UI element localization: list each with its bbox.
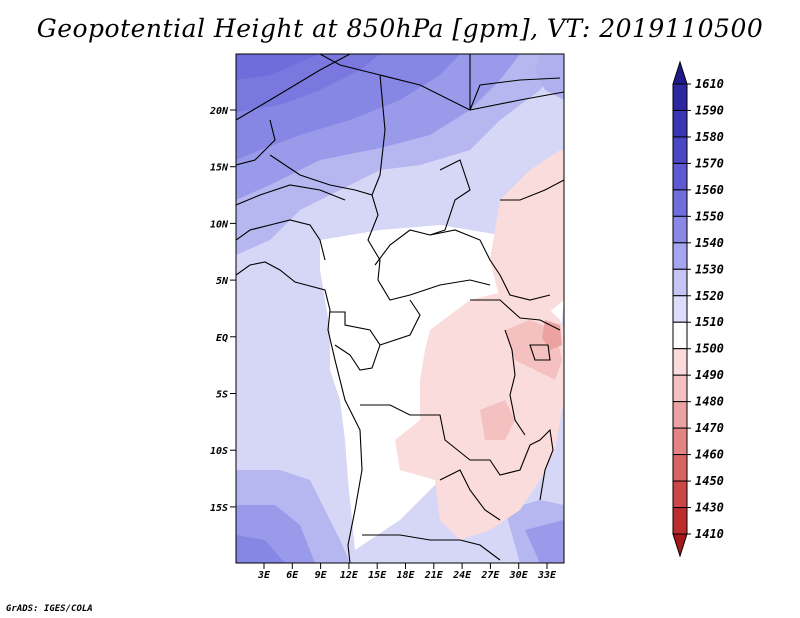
colorbar-label: 1430: [695, 501, 724, 515]
lon-tick-label: 12E: [340, 570, 359, 581]
colorbar-label: 1590: [695, 103, 724, 117]
colorbar-label: 1580: [695, 130, 724, 144]
longitude-axis: 3E 6E 9E 12E 15E 18E 21E 24E 27E 30E 33E: [257, 563, 557, 581]
colorbar-segment: [672, 83, 688, 111]
colorbar-label: 1540: [695, 236, 724, 250]
colorbar-label: 1480: [695, 395, 724, 409]
colorbar-segment: [672, 427, 688, 456]
colorbar-bottom-arrow: [672, 533, 688, 558]
lat-tick-label: 20N: [209, 106, 229, 117]
colorbar-segment: [672, 321, 688, 350]
colorbar-label: 1560: [695, 183, 724, 197]
colorbar-segment: [672, 136, 688, 164]
colorbar-label: 1510: [695, 315, 724, 329]
colorbar-label: 1500: [695, 342, 724, 356]
height-field: [236, 54, 564, 563]
lat-tick-label: 10N: [210, 219, 229, 230]
colorbar-segment: [672, 215, 688, 244]
lat-tick-label: EQ: [216, 333, 228, 344]
colorbar-segment: [672, 374, 688, 403]
colorbar-label: 1530: [695, 262, 724, 276]
lat-tick-label: 5S: [216, 390, 228, 401]
colorbar-segment: [672, 401, 688, 429]
lon-tick-label: 27E: [480, 570, 500, 581]
lat-tick-label: 15N: [210, 163, 229, 174]
colorbar-label: 1520: [695, 289, 724, 303]
colorbar-segment: [672, 454, 688, 482]
lon-tick-label: 3E: [257, 570, 271, 581]
lon-tick-label: 18E: [396, 570, 415, 581]
map-frame: [235, 53, 565, 564]
lon-tick-label: 33E: [537, 570, 557, 581]
colorbar-label: 1490: [695, 368, 724, 382]
lon-tick-label: 15E: [368, 570, 387, 581]
colorbar-segment: [672, 507, 688, 535]
colorbar-label: 1570: [695, 156, 724, 170]
lon-tick-label: 6E: [286, 570, 299, 581]
colorbar-label: 1470: [695, 421, 724, 435]
colorbar-label: 1410: [695, 527, 724, 541]
latitude-axis: 20N 15N 10N 5N EQ 5S 10S 15S: [209, 106, 236, 514]
colorbar-label: 1610: [695, 77, 724, 91]
colorbar-segment: [672, 268, 688, 297]
colorbar-top-arrow: [672, 60, 688, 85]
country-borders: [236, 54, 564, 563]
colorbar-segment: [672, 109, 688, 138]
colorbar-segment: [672, 189, 688, 217]
lon-tick-label: 21E: [424, 570, 444, 581]
colorbar-label: 1460: [695, 448, 724, 462]
colorbar-label: 1450: [695, 474, 724, 488]
colorbar-segment: [672, 295, 688, 323]
lat-tick-label: 15S: [210, 503, 228, 514]
lat-tick-label: 5N: [216, 276, 229, 287]
colorbar-segment: [672, 242, 688, 270]
lon-tick-label: 30E: [509, 570, 529, 581]
lon-tick-label: 24E: [452, 570, 472, 581]
colorbar-segment: [672, 348, 688, 376]
colorbar: 1610 1590 1580 1570 1560 1550 1540 1530 1520 1510…: [672, 60, 724, 558]
lat-tick-label: 10S: [210, 446, 228, 457]
lon-tick-label: 9E: [315, 570, 328, 581]
footer-credit: GrADS: IGES/COLA: [6, 604, 93, 614]
colorbar-segment: [672, 162, 688, 191]
colorbar-segment: [672, 480, 688, 509]
colorbar-label: 1550: [695, 209, 724, 223]
map-title: Geopotential Height at 850hPa [gpm], VT:…: [36, 14, 764, 43]
